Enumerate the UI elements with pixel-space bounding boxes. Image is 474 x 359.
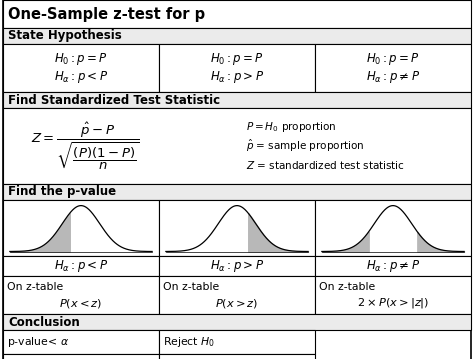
Text: p-value< $\alpha$: p-value< $\alpha$	[7, 335, 69, 349]
Text: Fail to Reject $H_0$: Fail to Reject $H_0$	[163, 358, 252, 359]
Bar	[3, 330, 159, 354]
Text: Find the p-value: Find the p-value	[8, 186, 116, 199]
Text: $P = H_0$ proportion: $P = H_0$ proportion	[246, 120, 337, 134]
Bar	[3, 28, 471, 44]
Text: State Hypothesis: State Hypothesis	[8, 29, 122, 42]
Text: $\hat{p}$ = sample proportion: $\hat{p}$ = sample proportion	[246, 138, 365, 154]
Bar	[159, 256, 315, 276]
Bar	[315, 44, 471, 92]
Bar	[3, 0, 471, 28]
Text: On z-table: On z-table	[319, 283, 375, 292]
Bar	[3, 44, 159, 92]
Bar	[3, 256, 159, 276]
Bar	[3, 354, 159, 359]
Bar	[3, 92, 471, 108]
Text: $Z$ = standardized test statistic: $Z$ = standardized test statistic	[246, 159, 405, 171]
Text: $H_{\alpha}: p \neq P$: $H_{\alpha}: p \neq P$	[366, 69, 420, 85]
Text: $P(x < z)$: $P(x < z)$	[59, 297, 103, 310]
Text: $H_{\alpha}: p \neq P$: $H_{\alpha}: p \neq P$	[366, 258, 420, 274]
Text: p-value> $\alpha$: p-value> $\alpha$	[7, 358, 69, 359]
Text: $H_0: p = P$: $H_0: p = P$	[366, 51, 420, 67]
Bar	[159, 354, 315, 359]
Bar	[3, 276, 159, 314]
Text: Reject $H_0$: Reject $H_0$	[163, 335, 215, 349]
Text: $H_0: p = P$: $H_0: p = P$	[210, 51, 264, 67]
Bar	[315, 200, 471, 256]
Text: $H_{\alpha}: p > P$: $H_{\alpha}: p > P$	[210, 258, 264, 274]
Bar	[159, 330, 315, 354]
Text: Conclusion: Conclusion	[8, 316, 80, 328]
Text: $H_{\alpha}: p < P$: $H_{\alpha}: p < P$	[54, 69, 108, 85]
Text: $H_{\alpha}: p > P$: $H_{\alpha}: p > P$	[210, 69, 264, 85]
Text: $Z = \dfrac{\hat{p} - P}{\sqrt{\dfrac{(P)(1-P)}{n}}}$: $Z = \dfrac{\hat{p} - P}{\sqrt{\dfrac{(P…	[31, 120, 140, 172]
Bar	[3, 108, 471, 184]
Bar	[159, 276, 315, 314]
Bar	[159, 200, 315, 256]
Bar	[315, 256, 471, 276]
Bar	[3, 184, 471, 200]
Text: $2 \times P(x > |z|)$: $2 \times P(x > |z|)$	[357, 297, 429, 311]
Text: $H_0: p = P$: $H_0: p = P$	[54, 51, 108, 67]
Bar	[3, 314, 471, 330]
Text: Find Standardized Test Statistic: Find Standardized Test Statistic	[8, 93, 220, 107]
Text: On z-table: On z-table	[163, 283, 219, 292]
Bar	[3, 200, 159, 256]
Text: $H_{\alpha}: p < P$: $H_{\alpha}: p < P$	[54, 258, 108, 274]
Text: One-Sample z-test for p: One-Sample z-test for p	[8, 6, 205, 22]
Text: On z-table: On z-table	[7, 283, 63, 292]
Bar	[315, 276, 471, 314]
Bar	[159, 44, 315, 92]
Text: $P(x > z)$: $P(x > z)$	[215, 297, 259, 310]
